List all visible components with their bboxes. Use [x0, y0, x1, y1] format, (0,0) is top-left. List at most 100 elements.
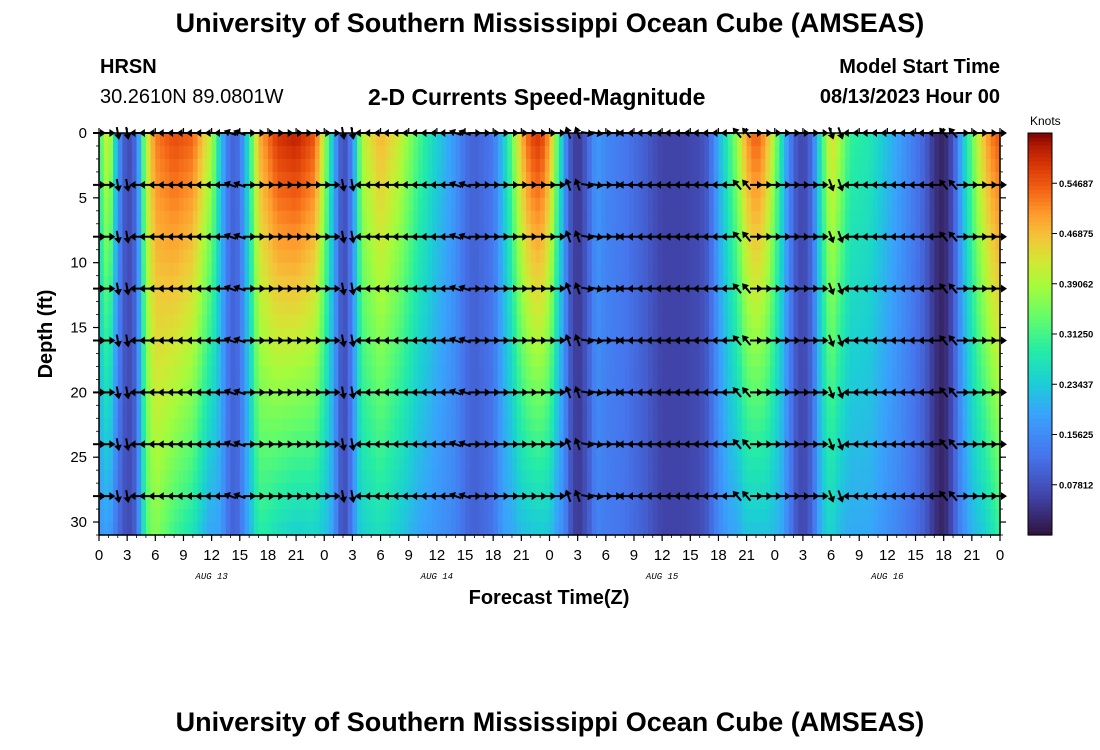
heatmap-cell	[314, 431, 321, 445]
plot-title: 2-D Currents Speed-Magnitude	[368, 84, 706, 110]
heatmap-cell	[535, 133, 541, 147]
heatmap-cell	[427, 158, 433, 173]
heatmap-cell	[638, 522, 644, 536]
heatmap-cell	[619, 327, 626, 342]
heatmap-cell	[188, 197, 194, 212]
heatmap-cell	[680, 470, 687, 484]
heatmap-cell	[427, 379, 433, 393]
heatmap-cell	[286, 327, 292, 342]
heatmap-cell	[343, 197, 349, 212]
heatmap-cell	[638, 470, 644, 484]
heatmap-cell	[375, 509, 382, 523]
heatmap-cell	[643, 340, 649, 355]
heatmap-cell	[305, 327, 311, 342]
heatmap-cell	[699, 405, 705, 419]
heatmap-cell	[648, 275, 654, 290]
heatmap-cell	[103, 431, 109, 445]
heatmap-cell	[521, 301, 527, 316]
heatmap-cell	[267, 327, 274, 342]
heatmap-cell	[694, 405, 701, 419]
heatmap-cell	[99, 405, 105, 419]
heatmap-cell	[239, 509, 246, 523]
heatmap-cell	[652, 392, 659, 406]
heatmap-cell	[558, 379, 565, 393]
heatmap-cell	[178, 288, 185, 303]
heatmap-cell	[446, 418, 452, 432]
heatmap-cell	[375, 444, 382, 458]
heatmap-cell	[685, 470, 691, 484]
heatmap-cell	[225, 275, 231, 290]
heatmap-cell	[319, 133, 325, 147]
heatmap-cell	[840, 353, 846, 368]
heatmap-cell	[272, 470, 278, 484]
heatmap-cell	[802, 431, 809, 445]
heatmap-cell	[272, 431, 278, 445]
heatmap-cell	[249, 470, 255, 484]
heatmap-cell	[699, 197, 705, 212]
heatmap-cell	[432, 145, 438, 160]
heatmap-cell	[788, 483, 795, 497]
heatmap-cell	[709, 353, 715, 368]
heatmap-cell	[183, 249, 189, 264]
heatmap-cell	[160, 340, 166, 355]
heatmap-cell	[131, 405, 138, 419]
heatmap-cell	[521, 366, 527, 380]
heatmap-cell	[267, 340, 274, 355]
heatmap-cell	[755, 379, 762, 393]
heatmap-cell	[300, 496, 307, 510]
heatmap-cell	[394, 327, 400, 342]
heatmap-cell	[521, 483, 527, 497]
heatmap-cell	[422, 431, 429, 445]
heatmap-cell	[746, 171, 752, 186]
heatmap-cell	[704, 301, 710, 316]
heatmap-cell	[272, 418, 278, 432]
heatmap-cell	[516, 184, 522, 199]
heatmap-cell	[178, 184, 185, 199]
heatmap-cell	[812, 275, 818, 290]
heatmap-cell	[338, 327, 344, 342]
heatmap-cell	[380, 457, 386, 471]
heatmap-cell	[131, 249, 138, 264]
heatmap-cell	[479, 275, 485, 290]
heatmap-cell	[549, 327, 555, 342]
heatmap-cell	[760, 444, 766, 458]
heatmap-cell	[802, 301, 809, 316]
heatmap-cell	[784, 275, 790, 290]
heatmap-cell	[624, 457, 630, 471]
heatmap-cell	[211, 353, 217, 368]
heatmap-cell	[765, 509, 771, 523]
heatmap-cell	[446, 444, 452, 458]
heatmap-cell	[507, 133, 513, 147]
heatmap-cell	[361, 483, 368, 497]
heatmap-cell	[192, 405, 199, 419]
heatmap-cell	[493, 210, 499, 225]
heatmap-cell	[333, 366, 339, 380]
heatmap-cell	[155, 405, 161, 419]
heatmap-cell	[709, 197, 715, 212]
heatmap-cell	[197, 340, 203, 355]
heatmap-cell	[544, 275, 551, 290]
heatmap-cell	[108, 288, 114, 303]
heatmap-cell	[164, 223, 170, 238]
heatmap-cell	[249, 133, 255, 147]
heatmap-cell	[404, 405, 410, 419]
heatmap-cell	[624, 327, 630, 342]
heatmap-cell	[502, 418, 508, 432]
heatmap-cell	[793, 210, 799, 225]
heatmap-cell	[685, 340, 691, 355]
heatmap-cell	[568, 171, 574, 186]
heatmap-cell	[798, 444, 804, 458]
heatmap-cell	[629, 223, 635, 238]
heatmap-cell	[798, 301, 804, 316]
heatmap-cell	[624, 275, 630, 290]
heatmap-cell	[535, 392, 541, 406]
heatmap-cell	[587, 158, 593, 173]
heatmap-cell	[507, 418, 513, 432]
heatmap-cell	[394, 262, 400, 277]
heatmap-cell	[357, 470, 363, 484]
heatmap-cell	[624, 444, 630, 458]
heatmap-cell	[183, 509, 189, 523]
heatmap-cell	[826, 158, 832, 173]
heatmap-cell	[474, 288, 480, 303]
heatmap-cell	[713, 340, 720, 355]
